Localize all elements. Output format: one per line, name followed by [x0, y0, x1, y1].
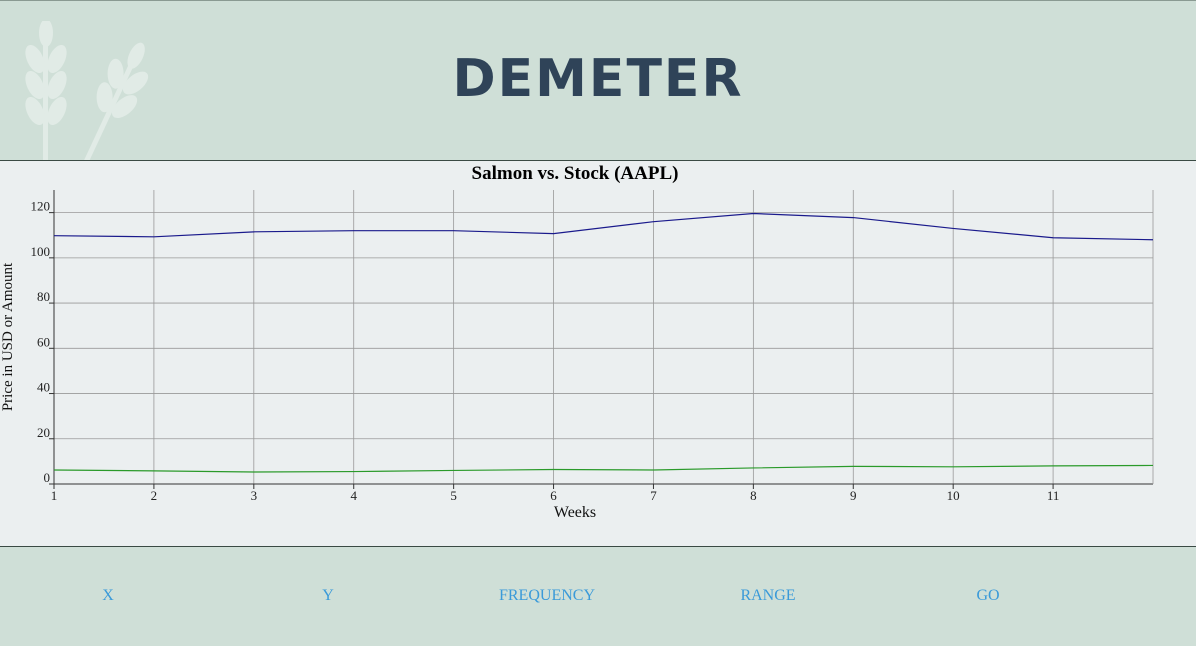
y-tick-label: 40 — [37, 380, 50, 395]
x-tick-label: 11 — [1047, 488, 1060, 503]
wheat-logo — [25, 21, 149, 166]
nav-link[interactable]: FREQUENCY — [498, 587, 595, 604]
x-tick-label: 10 — [947, 488, 960, 503]
y-tick-label: 100 — [31, 244, 51, 259]
y-tick-label: 80 — [37, 289, 50, 304]
nav-link[interactable]: Y — [322, 587, 334, 604]
brand-title: DEMETER — [452, 49, 744, 109]
header: DEMETER — [0, 0, 1196, 166]
chart: Salmon vs. Stock (AAPL) 0 20 40 60 80 100 120 1 2… — [0, 163, 1154, 521]
x-tick-label: 9 — [850, 488, 857, 503]
x-tick-label: 4 — [350, 488, 357, 503]
y-tick-label: 60 — [37, 334, 50, 349]
x-axis-label: Weeks — [554, 504, 596, 521]
nav-link[interactable]: RANGE — [740, 587, 796, 604]
y-tick-label: 20 — [37, 425, 50, 440]
x-tick-label: 1 — [51, 488, 58, 503]
x-tick-label: 5 — [450, 488, 457, 503]
x-tick-label: 7 — [650, 488, 657, 503]
nav-link[interactable]: X — [102, 587, 114, 604]
x-tick-label: 8 — [750, 488, 757, 503]
chart-panel: Salmon vs. Stock (AAPL) 0 20 40 60 80 100 120 1 2… — [0, 160, 1196, 547]
chart-title: Salmon vs. Stock (AAPL) — [472, 163, 679, 184]
nav-bar: X Y FREQUENCY RANGE GO — [0, 547, 1196, 646]
y-tick-label: 0 — [44, 470, 51, 485]
series-line — [53, 464, 1154, 473]
x-tick-label: 3 — [251, 488, 258, 503]
series-line — [53, 212, 1154, 241]
x-tick-label: 2 — [151, 488, 158, 503]
nav-link[interactable]: GO — [976, 587, 1000, 604]
y-tick-label: 120 — [31, 199, 51, 214]
y-axis-label: Price in USD or Amount — [0, 262, 16, 411]
x-tick-label: 6 — [550, 488, 557, 503]
